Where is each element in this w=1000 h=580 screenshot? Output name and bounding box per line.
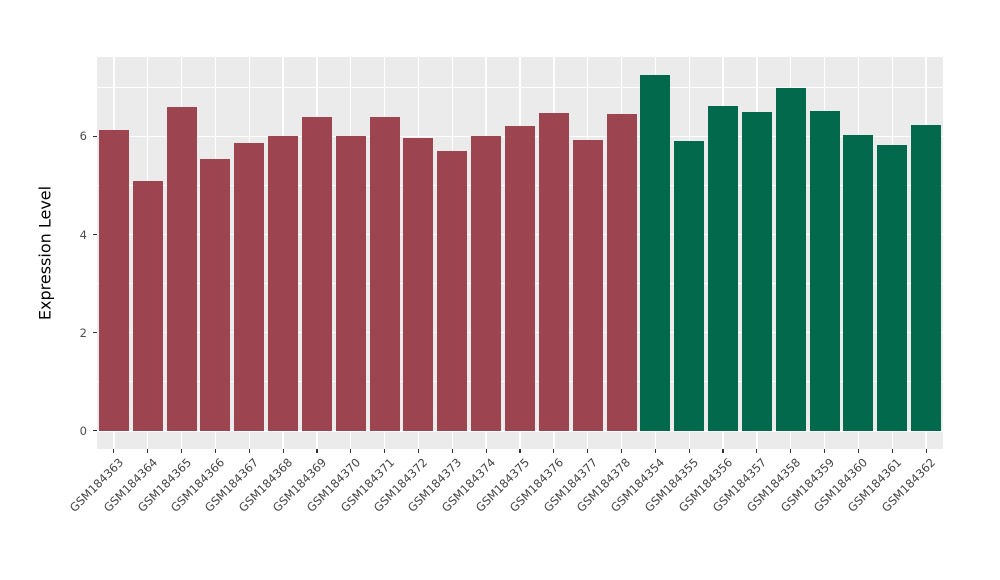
bar-GSM184360 bbox=[843, 135, 874, 431]
x-tick-mark bbox=[891, 449, 893, 453]
plot-panel bbox=[97, 57, 943, 449]
y-tick-label: 2 bbox=[79, 325, 87, 340]
bar-GSM184376 bbox=[538, 113, 569, 431]
bar-GSM184361 bbox=[877, 144, 908, 431]
x-tick-mark bbox=[451, 449, 453, 453]
bar-GSM184372 bbox=[403, 138, 434, 431]
bar-GSM184362 bbox=[911, 125, 942, 431]
x-tick-mark bbox=[147, 449, 149, 453]
bar-GSM184363 bbox=[98, 129, 129, 431]
bar-GSM184370 bbox=[335, 135, 366, 431]
y-tick-label: 6 bbox=[79, 129, 87, 144]
x-tick-mark bbox=[587, 449, 589, 453]
bar-GSM184373 bbox=[437, 151, 468, 431]
x-tick-mark bbox=[824, 449, 826, 453]
bar-GSM184371 bbox=[369, 117, 400, 431]
y-tick-mark bbox=[93, 332, 97, 334]
y-tick-mark bbox=[93, 430, 97, 432]
x-tick-mark bbox=[485, 449, 487, 453]
bar-GSM184354 bbox=[640, 75, 671, 431]
x-tick-mark bbox=[417, 449, 420, 453]
x-tick-mark bbox=[790, 449, 792, 453]
x-tick-mark bbox=[214, 449, 216, 453]
x-tick-mark bbox=[756, 449, 758, 453]
bar-GSM184378 bbox=[606, 114, 637, 431]
x-tick-mark bbox=[384, 449, 386, 453]
bar-GSM184367 bbox=[234, 142, 265, 431]
x-tick-mark bbox=[857, 449, 859, 453]
bar-GSM184357 bbox=[741, 112, 772, 431]
y-tick-mark bbox=[93, 135, 97, 138]
bar-GSM184374 bbox=[471, 136, 502, 431]
x-tick-mark bbox=[925, 449, 927, 453]
bar-GSM184365 bbox=[166, 106, 197, 431]
x-tick-mark bbox=[282, 449, 284, 453]
x-tick-mark bbox=[350, 449, 352, 453]
y-axis-title: Expression Level bbox=[35, 185, 55, 321]
x-tick-mark bbox=[519, 449, 521, 453]
x-tick-mark bbox=[620, 449, 623, 453]
bar-GSM184366 bbox=[200, 158, 231, 431]
x-tick-mark bbox=[688, 449, 690, 453]
bar-GSM184368 bbox=[268, 136, 299, 431]
x-tick-mark bbox=[722, 449, 724, 453]
bar-GSM184356 bbox=[708, 105, 739, 431]
y-tick-label: 0 bbox=[79, 423, 87, 438]
x-tick-mark bbox=[248, 449, 250, 453]
y-tick-label: 4 bbox=[79, 227, 87, 242]
bar-GSM184369 bbox=[301, 117, 332, 431]
x-tick-mark bbox=[181, 449, 183, 453]
y-tick-mark bbox=[93, 234, 97, 236]
x-tick-mark bbox=[113, 449, 115, 453]
bar-GSM184377 bbox=[572, 140, 603, 431]
bar-GSM184375 bbox=[505, 125, 535, 431]
x-tick-mark bbox=[654, 449, 656, 453]
bar-GSM184358 bbox=[775, 88, 806, 431]
bar-GSM184364 bbox=[132, 180, 163, 431]
bar-GSM184355 bbox=[674, 141, 705, 431]
bar-GSM184359 bbox=[809, 111, 840, 431]
x-tick-mark bbox=[553, 449, 555, 453]
x-tick-mark bbox=[316, 449, 318, 453]
